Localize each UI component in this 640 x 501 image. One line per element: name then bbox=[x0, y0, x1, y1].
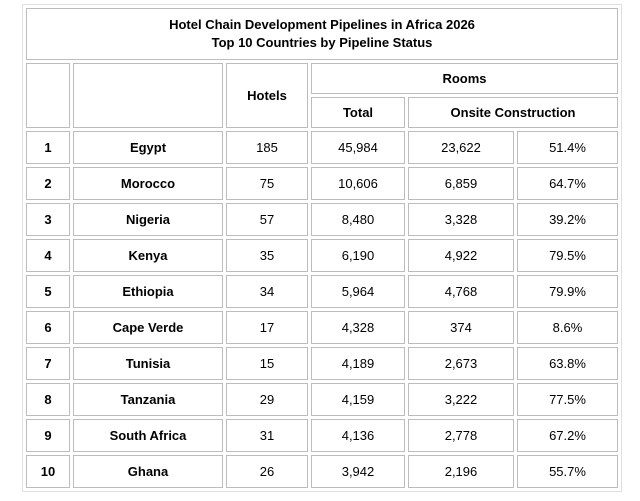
table-row: 1 Egypt 185 45,984 23,622 51.4% bbox=[26, 131, 618, 164]
rank-cell: 9 bbox=[26, 419, 70, 452]
table-title: Hotel Chain Development Pipelines in Afr… bbox=[26, 8, 618, 60]
hotels-cell: 35 bbox=[226, 239, 308, 272]
rooms-group-header: Rooms bbox=[311, 63, 618, 94]
rank-cell: 4 bbox=[26, 239, 70, 272]
onsite-rooms-cell: 2,196 bbox=[408, 455, 514, 488]
onsite-percentage-cell: 51.4% bbox=[517, 131, 618, 164]
total-rooms-cell: 6,190 bbox=[311, 239, 405, 272]
onsite-construction-column-header: Onsite Construction bbox=[408, 97, 618, 128]
hotels-cell: 185 bbox=[226, 131, 308, 164]
table-row: 6 Cape Verde 17 4,328 374 8.6% bbox=[26, 311, 618, 344]
rank-cell: 5 bbox=[26, 275, 70, 308]
hotels-cell: 31 bbox=[226, 419, 308, 452]
rank-cell: 1 bbox=[26, 131, 70, 164]
total-rooms-cell: 45,984 bbox=[311, 131, 405, 164]
onsite-rooms-cell: 6,859 bbox=[408, 167, 514, 200]
hotels-cell: 17 bbox=[226, 311, 308, 344]
onsite-rooms-cell: 2,778 bbox=[408, 419, 514, 452]
total-rooms-cell: 3,942 bbox=[311, 455, 405, 488]
hotels-cell: 26 bbox=[226, 455, 308, 488]
total-rooms-cell: 4,136 bbox=[311, 419, 405, 452]
onsite-rooms-cell: 374 bbox=[408, 311, 514, 344]
rank-cell: 6 bbox=[26, 311, 70, 344]
header-row-2: Total Onsite Construction bbox=[26, 97, 618, 128]
table-row: 7 Tunisia 15 4,189 2,673 63.8% bbox=[26, 347, 618, 380]
onsite-percentage-cell: 55.7% bbox=[517, 455, 618, 488]
country-cell: South Africa bbox=[73, 419, 223, 452]
onsite-rooms-cell: 3,328 bbox=[408, 203, 514, 236]
country-cell: Ghana bbox=[73, 455, 223, 488]
table-body: 1 Egypt 185 45,984 23,622 51.4% 2 Morocc… bbox=[26, 131, 618, 488]
onsite-percentage-cell: 77.5% bbox=[517, 383, 618, 416]
onsite-rooms-cell: 4,768 bbox=[408, 275, 514, 308]
rank-cell: 2 bbox=[26, 167, 70, 200]
rank-cell: 3 bbox=[26, 203, 70, 236]
hotels-cell: 29 bbox=[226, 383, 308, 416]
total-rooms-cell: 4,328 bbox=[311, 311, 405, 344]
country-column-header bbox=[73, 63, 223, 128]
total-rooms-cell: 8,480 bbox=[311, 203, 405, 236]
onsite-percentage-cell: 79.5% bbox=[517, 239, 618, 272]
total-rooms-cell: 5,964 bbox=[311, 275, 405, 308]
country-cell: Egypt bbox=[73, 131, 223, 164]
onsite-percentage-cell: 39.2% bbox=[517, 203, 618, 236]
title-line-2: Top 10 Countries by Pipeline Status bbox=[211, 35, 433, 50]
total-rooms-cell: 4,189 bbox=[311, 347, 405, 380]
onsite-percentage-cell: 67.2% bbox=[517, 419, 618, 452]
table-row: 2 Morocco 75 10,606 6,859 64.7% bbox=[26, 167, 618, 200]
table-row: 8 Tanzania 29 4,159 3,222 77.5% bbox=[26, 383, 618, 416]
table-header: Hotel Chain Development Pipelines in Afr… bbox=[26, 8, 618, 128]
country-cell: Tanzania bbox=[73, 383, 223, 416]
country-cell: Cape Verde bbox=[73, 311, 223, 344]
pipeline-table: Hotel Chain Development Pipelines in Afr… bbox=[22, 4, 622, 492]
table-row: 10 Ghana 26 3,942 2,196 55.7% bbox=[26, 455, 618, 488]
total-rooms-cell: 4,159 bbox=[311, 383, 405, 416]
onsite-percentage-cell: 64.7% bbox=[517, 167, 618, 200]
country-cell: Tunisia bbox=[73, 347, 223, 380]
onsite-rooms-cell: 23,622 bbox=[408, 131, 514, 164]
table-row: 5 Ethiopia 34 5,964 4,768 79.9% bbox=[26, 275, 618, 308]
table-row: 3 Nigeria 57 8,480 3,328 39.2% bbox=[26, 203, 618, 236]
total-rooms-cell: 10,606 bbox=[311, 167, 405, 200]
onsite-percentage-cell: 63.8% bbox=[517, 347, 618, 380]
hotels-column-header: Hotels bbox=[226, 63, 308, 128]
hotels-cell: 57 bbox=[226, 203, 308, 236]
country-cell: Morocco bbox=[73, 167, 223, 200]
hotels-cell: 75 bbox=[226, 167, 308, 200]
title-row: Hotel Chain Development Pipelines in Afr… bbox=[26, 8, 618, 60]
hotels-cell: 34 bbox=[226, 275, 308, 308]
country-cell: Ethiopia bbox=[73, 275, 223, 308]
rank-column-header bbox=[26, 63, 70, 128]
rank-cell: 8 bbox=[26, 383, 70, 416]
onsite-rooms-cell: 2,673 bbox=[408, 347, 514, 380]
total-column-header: Total bbox=[311, 97, 405, 128]
hotels-cell: 15 bbox=[226, 347, 308, 380]
rank-cell: 7 bbox=[26, 347, 70, 380]
table-row: 9 South Africa 31 4,136 2,778 67.2% bbox=[26, 419, 618, 452]
onsite-rooms-cell: 3,222 bbox=[408, 383, 514, 416]
country-cell: Nigeria bbox=[73, 203, 223, 236]
rank-cell: 10 bbox=[26, 455, 70, 488]
table-row: 4 Kenya 35 6,190 4,922 79.5% bbox=[26, 239, 618, 272]
title-line-1: Hotel Chain Development Pipelines in Afr… bbox=[169, 16, 475, 32]
onsite-percentage-cell: 8.6% bbox=[517, 311, 618, 344]
onsite-rooms-cell: 4,922 bbox=[408, 239, 514, 272]
header-row-1: Hotels Rooms bbox=[26, 63, 618, 128]
onsite-percentage-cell: 79.9% bbox=[517, 275, 618, 308]
country-cell: Kenya bbox=[73, 239, 223, 272]
